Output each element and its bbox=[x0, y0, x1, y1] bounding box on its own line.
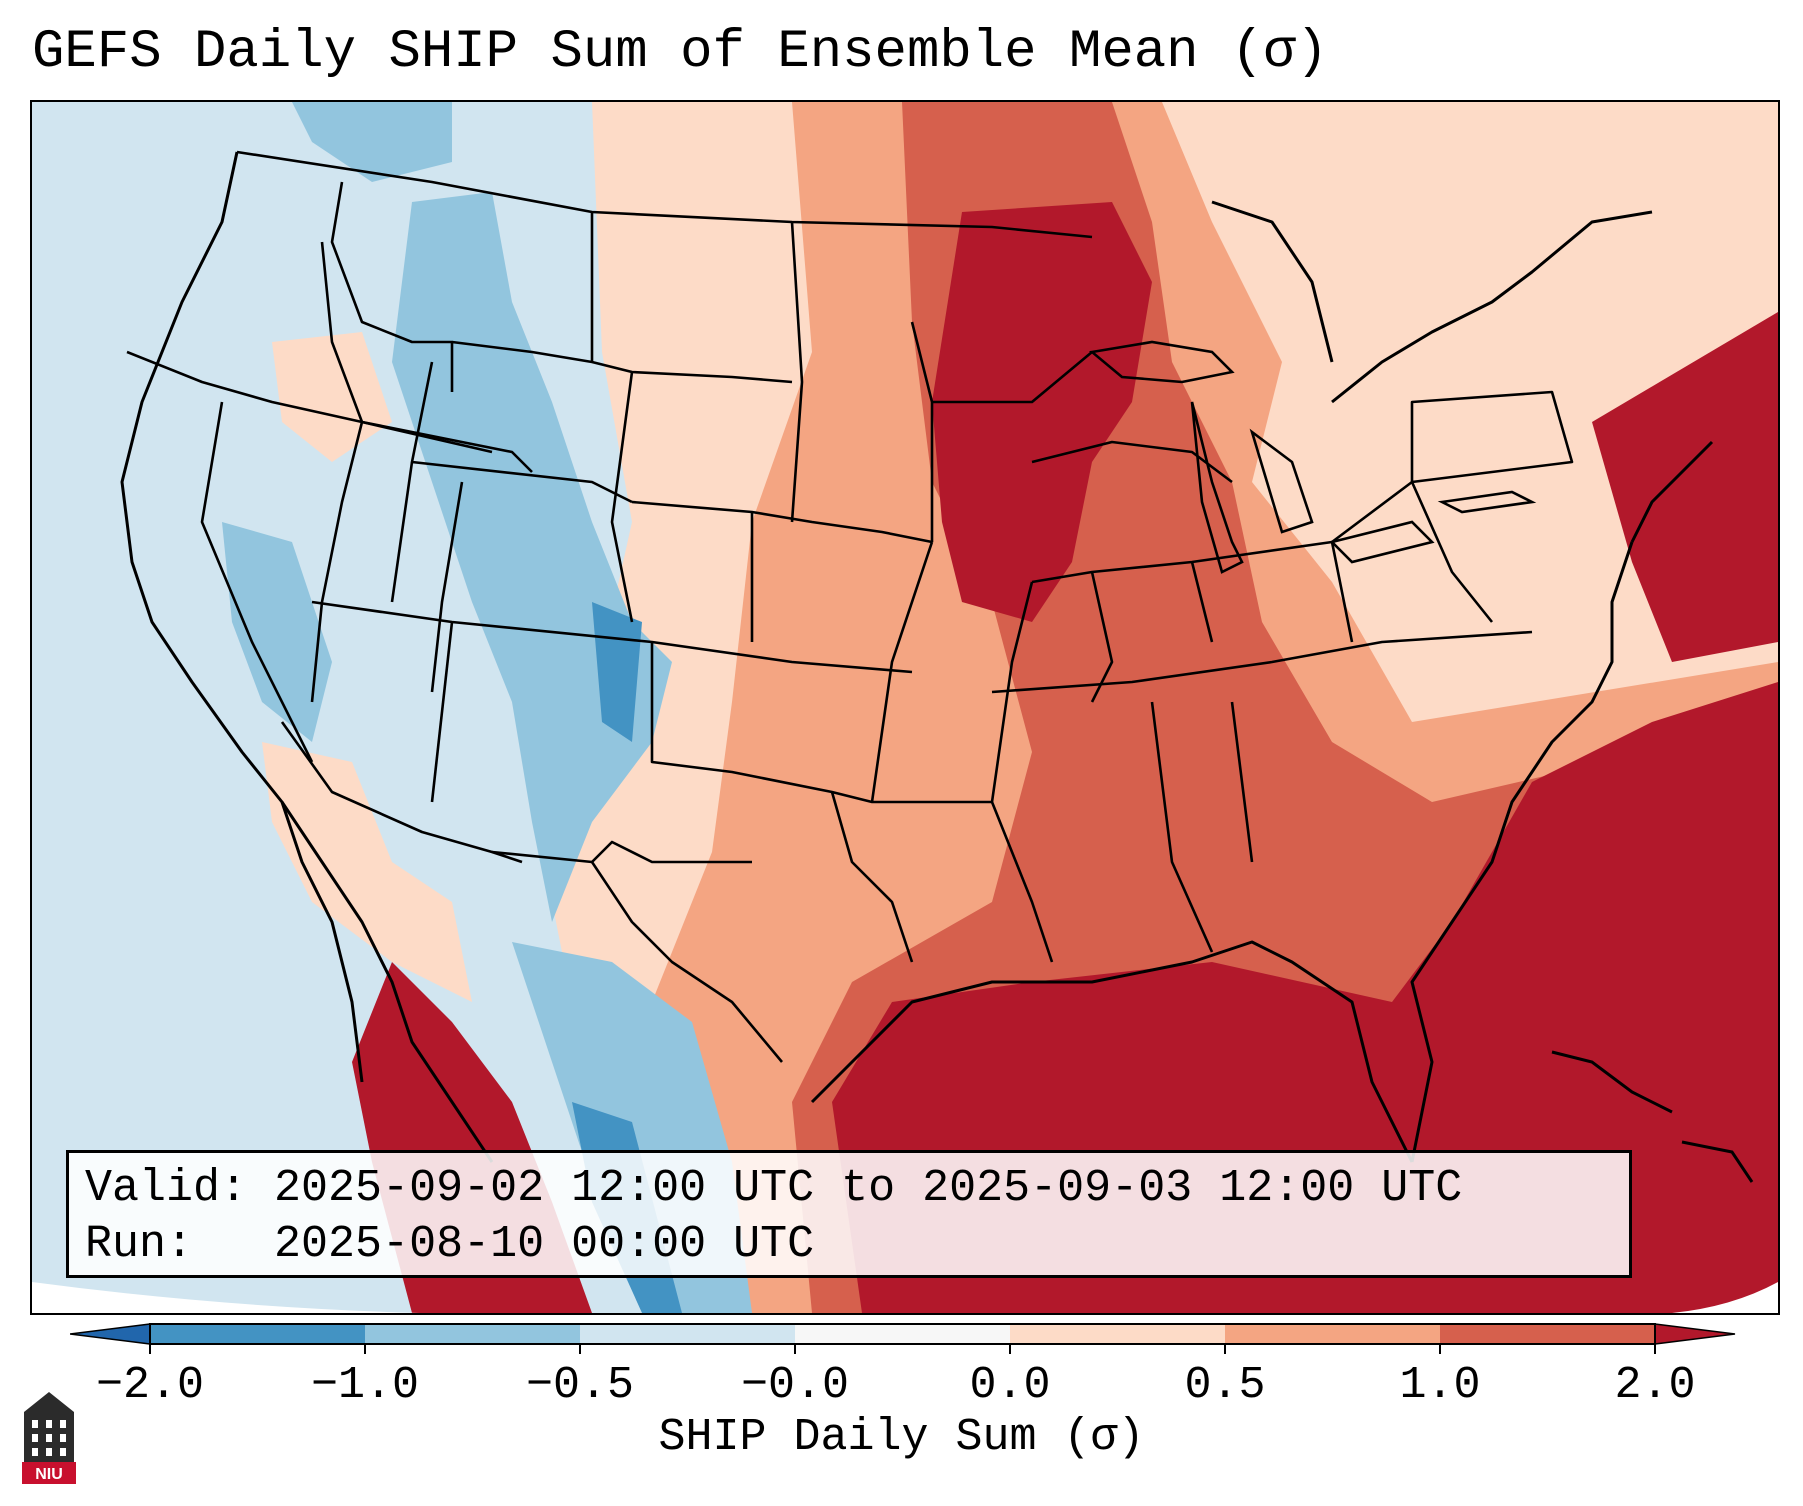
colorbar-segment-5 bbox=[1010, 1324, 1225, 1344]
colorbar-segment-6 bbox=[1225, 1324, 1440, 1344]
field-blue-rockies bbox=[392, 192, 672, 922]
run-value: 2025-08-10 00:00 UTC bbox=[274, 1219, 815, 1270]
colorbar-tick-label: 1.0 bbox=[1399, 1360, 1481, 1411]
field-blue-sierra bbox=[222, 522, 332, 742]
niu-logo-icon: NIU bbox=[22, 1392, 76, 1484]
colorbar-extend-high bbox=[1654, 1323, 1736, 1345]
caribbean-islands bbox=[1551, 1050, 1754, 1183]
field-blue-north bbox=[292, 102, 452, 182]
valid-label: Valid: bbox=[85, 1163, 248, 1214]
field-dark-red-north bbox=[932, 202, 1152, 622]
colorbar-segment-2 bbox=[365, 1324, 580, 1344]
colorbar-tick-label: −2.0 bbox=[95, 1360, 205, 1411]
valid-value: 2025-09-02 12:00 UTC to 2025-09-03 12:00… bbox=[274, 1163, 1463, 1214]
logo-text: NIU bbox=[35, 1466, 63, 1483]
map-projection-edge bbox=[32, 1282, 652, 1313]
map-canvas bbox=[32, 102, 1778, 1313]
colorbar-segment-1 bbox=[150, 1324, 365, 1344]
field-west-patch-2 bbox=[272, 332, 392, 462]
map-title: GEFS Daily SHIP Sum of Ensemble Mean (σ) bbox=[32, 22, 1329, 83]
colorbar-tick-label: −1.0 bbox=[310, 1360, 420, 1411]
run-label: Run: bbox=[85, 1219, 194, 1270]
map-projection-edge-right bbox=[1672, 1282, 1778, 1313]
colorbar-extend-low bbox=[70, 1323, 151, 1345]
colorbar-tick-label: 0.5 bbox=[1184, 1360, 1266, 1411]
colorbar-tick-label: −0.0 bbox=[740, 1360, 850, 1411]
validity-info-box: Valid: 2025-09-02 12:00 UTC to 2025-09-0… bbox=[66, 1150, 1632, 1278]
colorbar-ticks bbox=[149, 1344, 1656, 1354]
field-west-patch bbox=[262, 742, 472, 1002]
coastlines bbox=[120, 151, 1714, 1163]
great-lakes bbox=[1088, 340, 1537, 574]
state-boundaries bbox=[126, 150, 1574, 1063]
colorbar-tick-label: −0.5 bbox=[525, 1360, 635, 1411]
colorbar-segment-3 bbox=[580, 1324, 795, 1344]
colorbar bbox=[70, 1323, 1736, 1354]
colorbar-segment-4 bbox=[795, 1324, 1010, 1344]
colorbar-tick-label: 0.0 bbox=[969, 1360, 1051, 1411]
colorbar-tick-label: 2.0 bbox=[1614, 1360, 1696, 1411]
colorbar-outline bbox=[149, 1323, 1656, 1345]
map-panel[interactable] bbox=[30, 100, 1780, 1315]
field-dark-red-atlantic bbox=[1592, 312, 1778, 662]
colorbar-label: SHIP Daily Sum (σ) bbox=[658, 1412, 1145, 1463]
colorbar-segment-7 bbox=[1440, 1324, 1655, 1344]
